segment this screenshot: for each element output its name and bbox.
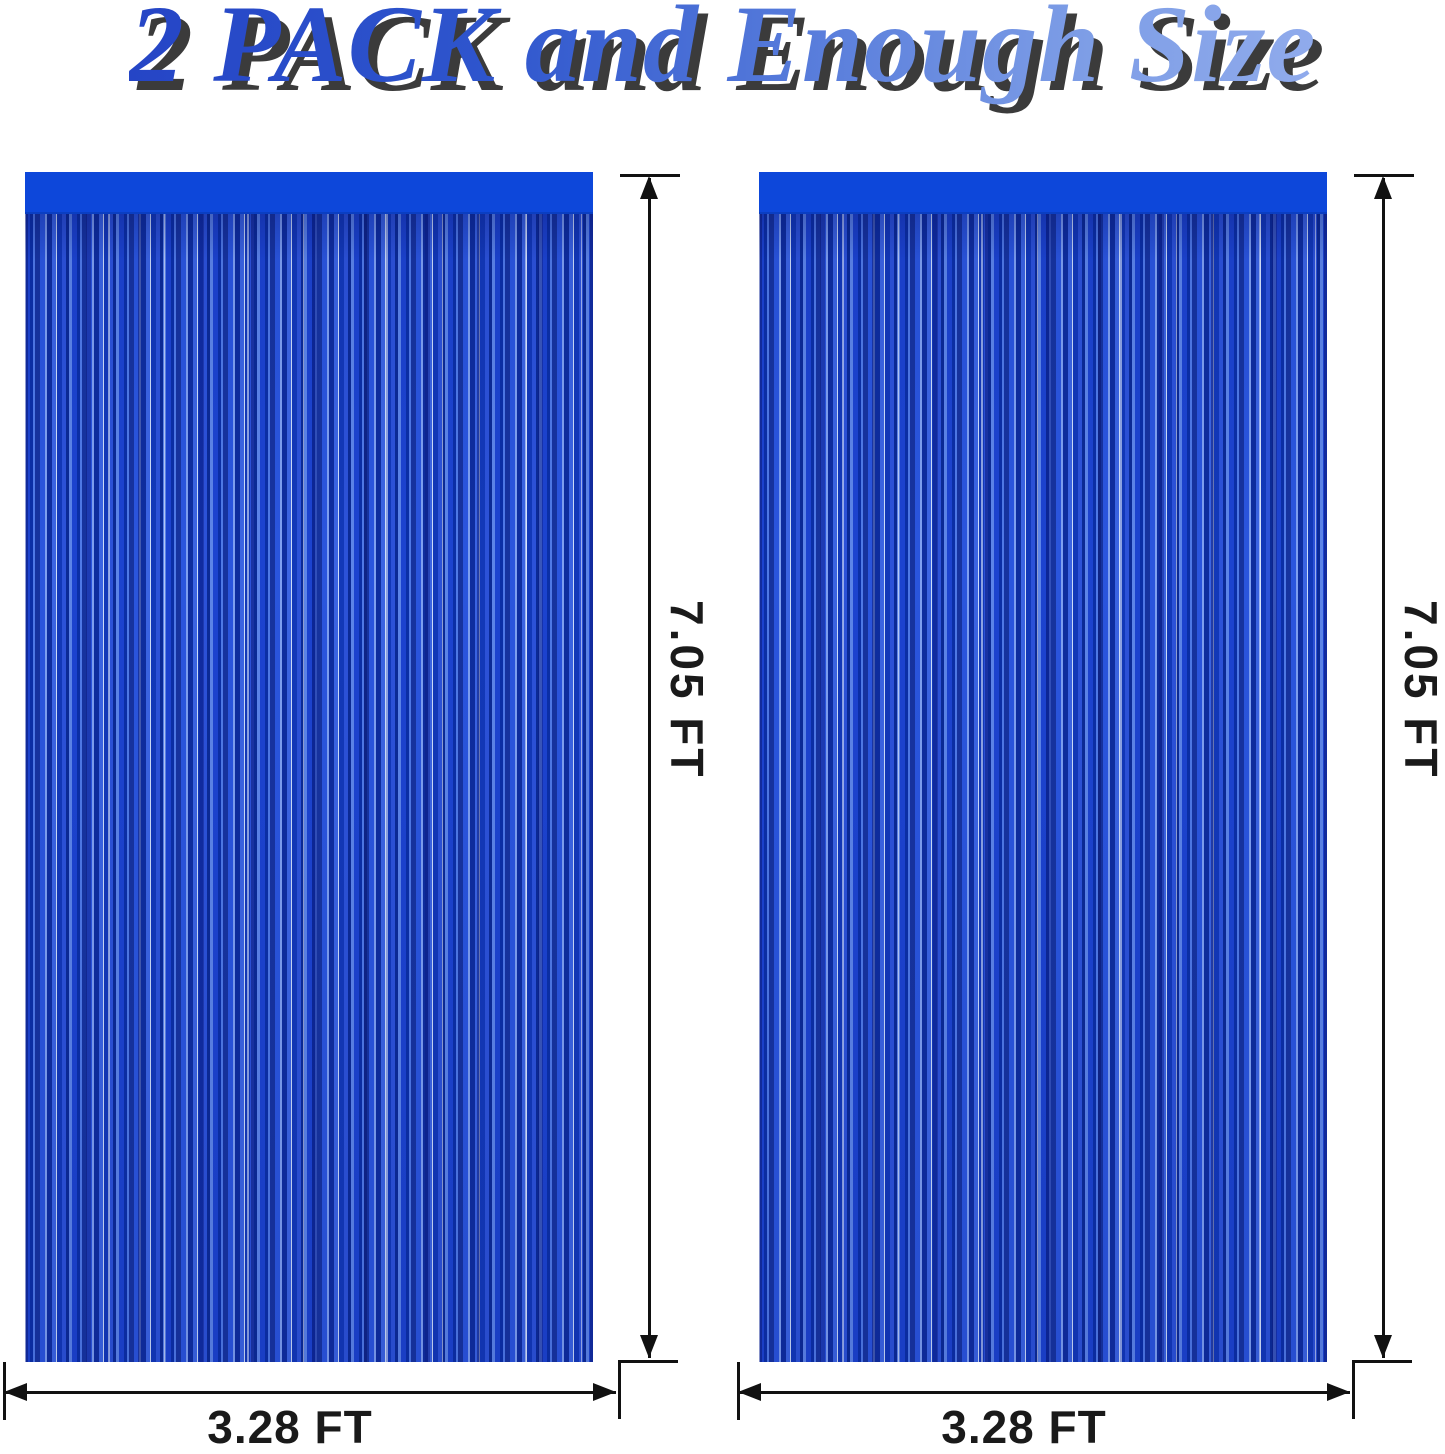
height-dimension-line — [1382, 178, 1385, 1358]
headline-shadow-text: 2 PACK and Enough Size — [9, 0, 1445, 114]
width-label: 3.28 FT — [941, 1401, 1107, 1453]
height-dimension-cap-line — [620, 174, 680, 177]
curtain-fringe — [25, 214, 593, 1362]
headline-text: 2 PACK and Enough Size — [129, 0, 1317, 105]
width-dimension-line — [5, 1391, 616, 1394]
arrow-right-icon — [1327, 1383, 1350, 1401]
curtain-panel-2: 7.05 FT 3.28 FT — [734, 0, 1445, 1453]
foil-curtain-photo — [25, 172, 593, 1362]
arrow-left-icon — [738, 1383, 761, 1401]
headline: 2 PACK and Enough Size 2 PACK and Enough… — [0, 0, 1445, 114]
arrow-down-icon — [640, 1335, 658, 1358]
curtain-header-band — [759, 172, 1327, 214]
height-dimension-cap-line — [1354, 174, 1414, 177]
arrow-right-icon — [593, 1383, 616, 1401]
width-label: 3.28 FT — [207, 1401, 373, 1453]
arrow-up-icon — [640, 176, 658, 199]
corner-bracket-horizontal — [618, 1360, 678, 1363]
curtain-header-band — [25, 172, 593, 214]
height-label: 7.05 FT — [661, 600, 713, 780]
curtain-panel-1: 7.05 FT 3.28 FT — [0, 0, 713, 1453]
foil-curtain-photo — [759, 172, 1327, 1362]
corner-bracket-vertical — [618, 1360, 621, 1419]
arrow-up-icon — [1374, 176, 1392, 199]
corner-bracket-vertical — [1352, 1360, 1355, 1419]
height-dimension-line — [648, 178, 651, 1358]
width-dimension-line — [739, 1391, 1350, 1394]
arrow-down-icon — [1374, 1335, 1392, 1358]
height-label: 7.05 FT — [1395, 600, 1445, 780]
corner-bracket-horizontal — [1352, 1360, 1412, 1363]
arrow-left-icon — [4, 1383, 27, 1401]
curtain-fringe — [759, 214, 1327, 1362]
